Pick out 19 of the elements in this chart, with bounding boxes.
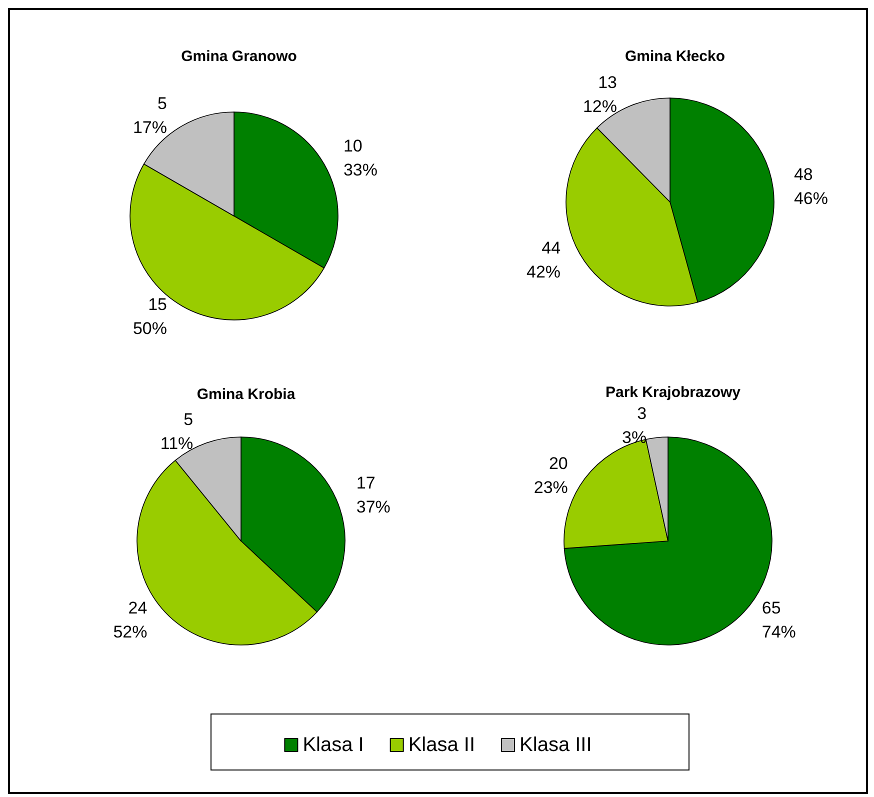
data-label: 17 37%	[356, 473, 390, 516]
slice-label: Park Krajobrazowy	[605, 384, 742, 401]
slice-label: Gmina Kłecko	[624, 48, 726, 65]
data-label: 5 17%	[132, 94, 167, 138]
data-label: 10 33%	[343, 136, 378, 180]
data-label: 24 52%	[113, 598, 148, 642]
data-label: 3 3%	[622, 404, 647, 448]
data-label: 48 46%	[794, 164, 828, 208]
slice-label: Gmina Krobia	[196, 386, 296, 403]
legend-label: Klasa I	[302, 734, 364, 756]
data-label: 44 42%	[526, 238, 561, 282]
legend-label: Klasa III	[520, 734, 592, 756]
legend-label: Klasa II	[408, 734, 476, 756]
slice-label: Gmina Granowo	[181, 48, 297, 65]
data-label: 20 23%	[534, 454, 568, 498]
data-label: 5 11%	[160, 410, 194, 454]
data-label: 65 74%	[762, 598, 796, 642]
data-label: 13 12%	[582, 73, 618, 116]
data-label: 15 50%	[132, 294, 167, 338]
